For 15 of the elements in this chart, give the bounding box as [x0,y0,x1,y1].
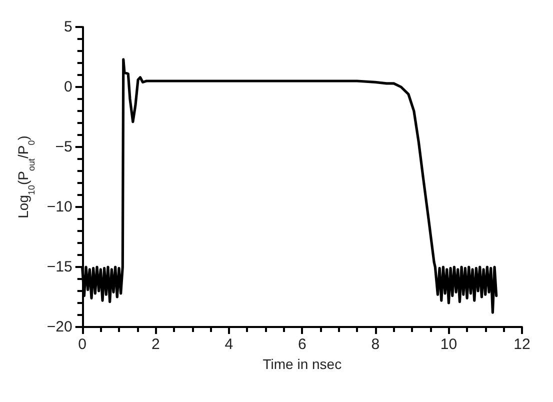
y-tick-label: −5 [55,138,72,156]
x-tick-label: 4 [224,336,234,353]
x-tick-label: 12 [514,336,530,353]
y-tick-label: −10 [46,198,72,216]
y-tick-label: 5 [64,18,72,36]
x-tick-label: 6 [298,336,306,353]
x-tick-label: 10 [440,336,458,353]
y-tick-label: −15 [46,258,72,276]
y-tick-label: 0 [64,78,72,96]
y-tick-label: −20 [46,318,72,336]
y-axis-title: Log10(Pout/P0) [15,136,36,218]
x-axis-title: Time in nsec [262,356,342,372]
x-tick-label: 8 [371,336,380,353]
x-tick-label: 0 [78,336,87,353]
x-tick-label: 2 [151,336,160,353]
